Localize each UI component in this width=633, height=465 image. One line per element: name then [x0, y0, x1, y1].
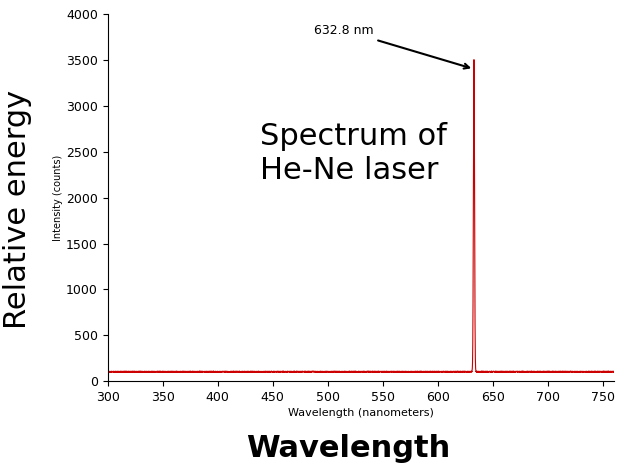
X-axis label: Wavelength (nanometers): Wavelength (nanometers)	[288, 408, 434, 418]
Text: Wavelength: Wavelength	[246, 434, 450, 463]
Y-axis label: Intensity (counts): Intensity (counts)	[53, 154, 63, 241]
Text: Relative energy: Relative energy	[3, 90, 32, 329]
Text: Spectrum of
He-Ne laser: Spectrum of He-Ne laser	[260, 122, 446, 185]
Text: 632.8 nm: 632.8 nm	[315, 24, 469, 68]
